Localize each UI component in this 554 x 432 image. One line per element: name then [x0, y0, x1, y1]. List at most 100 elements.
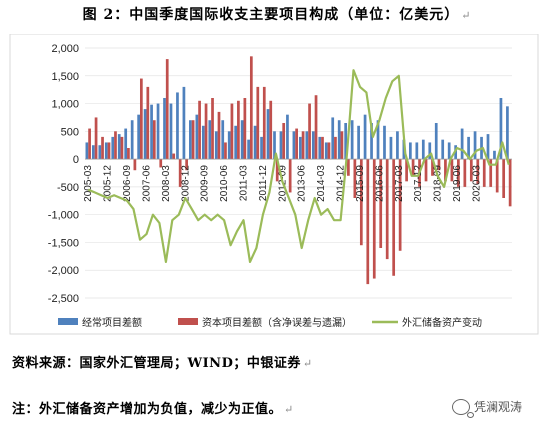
current-account-bar [201, 125, 205, 160]
x-tick-label: 2020-03 [471, 165, 482, 202]
capital-account-bar [366, 159, 370, 285]
capital-account-bar [295, 128, 298, 160]
capital-account-bars [88, 56, 512, 285]
capital-account-bar [256, 86, 260, 160]
wechat-icon [452, 398, 474, 418]
current-account-bar [234, 125, 238, 160]
capital-account-bar [88, 128, 91, 160]
paragraph-mark-icon: ↵ [302, 357, 313, 370]
capital-account-bar [185, 159, 188, 171]
current-account-bar [156, 103, 160, 160]
capital-account-bar [114, 131, 117, 160]
paragraph-mark-icon: ↵ [461, 9, 472, 22]
current-account-bar [98, 145, 102, 160]
legend-label: 经常项目差额 [82, 316, 142, 329]
current-account-bar [350, 120, 354, 160]
capital-account-bar [321, 136, 324, 160]
current-account-bar [286, 114, 289, 160]
capital-account-bar [237, 100, 240, 160]
capital-account-bar [288, 159, 292, 193]
x-tick-label: 2010-06 [219, 165, 230, 202]
current-account-bar [473, 131, 477, 160]
capital-account-bar [489, 159, 493, 187]
capital-account-bar [379, 159, 383, 248]
current-account-bar [460, 128, 464, 160]
capital-account-bar [347, 159, 350, 176]
current-account-bar [150, 104, 153, 160]
capital-account-bar [385, 159, 389, 260]
capital-account-bar [198, 100, 201, 160]
current-account-bar [370, 123, 373, 160]
current-account-bar [104, 142, 108, 160]
capital-account-bar [159, 159, 163, 168]
y-tick-label: 500 [61, 126, 79, 138]
current-account-bar [227, 131, 231, 160]
current-account-bar [376, 120, 380, 160]
x-tick-label: 2013-06 [297, 165, 308, 202]
current-account-bar [221, 120, 225, 160]
current-account-bar [324, 142, 328, 160]
x-tick-label: 2009-09 [200, 165, 211, 202]
current-account-bar [292, 131, 296, 160]
legend-label: 资本项目差额（含净误差与遗漏） [202, 316, 352, 329]
x-tick-label: 2007-06 [141, 165, 152, 202]
capital-account-bar [262, 86, 266, 160]
current-account-bar [396, 131, 399, 160]
current-account-bar [143, 109, 147, 160]
current-account-bar [415, 142, 419, 160]
current-account-bar [124, 128, 128, 160]
capital-account-bar [282, 123, 286, 160]
capital-account-bar [146, 86, 150, 160]
chart-title-text: 图 2：中国季度国际收支主要项目构成（单位：亿美元） [82, 7, 460, 23]
x-tick-label: 2018-09 [433, 165, 444, 202]
current-account-bar [311, 131, 315, 160]
capital-account-bar [502, 159, 506, 198]
source-text: 资料来源：国家外汇管理局；WIND；中银证券 [12, 356, 301, 371]
capital-account-bar [457, 159, 460, 187]
capital-account-bar [120, 136, 124, 160]
current-account-bar [467, 136, 470, 160]
current-account-bar [273, 131, 276, 160]
capital-account-bar [340, 131, 344, 160]
current-account-bar [421, 139, 425, 160]
x-tick-label: 2016-06 [374, 165, 385, 202]
capital-account-bar [204, 103, 208, 160]
balance-of-payments-chart: 2,000 1,500 1,000 500 0 -500 -1,000 -1,500 -2,00… [9, 34, 539, 335]
capital-account-bar [463, 159, 467, 187]
current-account-bar [434, 123, 438, 160]
capital-account-bar [301, 131, 305, 160]
capital-account-bar [133, 159, 137, 171]
y-tick-label: -500 [57, 182, 79, 194]
x-tick-label: 2005-03 [83, 165, 94, 202]
capital-account-bar [243, 98, 247, 160]
x-tick-label: 2019-06 [452, 165, 463, 202]
current-account-bar [195, 114, 199, 160]
current-account-bar [337, 120, 341, 160]
capital-account-bar [444, 159, 447, 182]
current-account-bar [163, 98, 166, 160]
x-tick-label: 2008-03 [161, 165, 172, 202]
watermark-text: 凭澜观涛 [474, 400, 523, 414]
capital-account-bar [165, 59, 169, 160]
current-account-bar [260, 136, 263, 160]
capital-account-bar [437, 159, 441, 171]
capital-account-bar [211, 98, 214, 160]
capital-account-bar [152, 120, 156, 160]
current-account-bar [493, 150, 496, 160]
y-tick-label: 1,500 [51, 71, 79, 83]
current-account-bar [305, 131, 309, 160]
chart-legend: 经常项目差额 资本项目差额（含净误差与遗漏） 外汇储备资产变动 [58, 316, 482, 329]
current-account-bar [266, 109, 270, 160]
current-account-bar [279, 131, 283, 160]
x-tick-label: 2011-12 [258, 165, 269, 201]
capital-account-bar [275, 159, 279, 182]
current-account-bar [441, 139, 445, 160]
capital-account-bar [495, 159, 499, 193]
capital-account-bar [476, 159, 480, 185]
current-account-bar [253, 125, 257, 160]
capital-account-bar [359, 159, 363, 246]
capital-account-bar [172, 153, 176, 160]
footnote-text: 注：外汇储备资产增加为负值，减少为正值。 [12, 402, 283, 417]
current-account-bar [214, 131, 218, 160]
current-account-bar [318, 136, 322, 160]
